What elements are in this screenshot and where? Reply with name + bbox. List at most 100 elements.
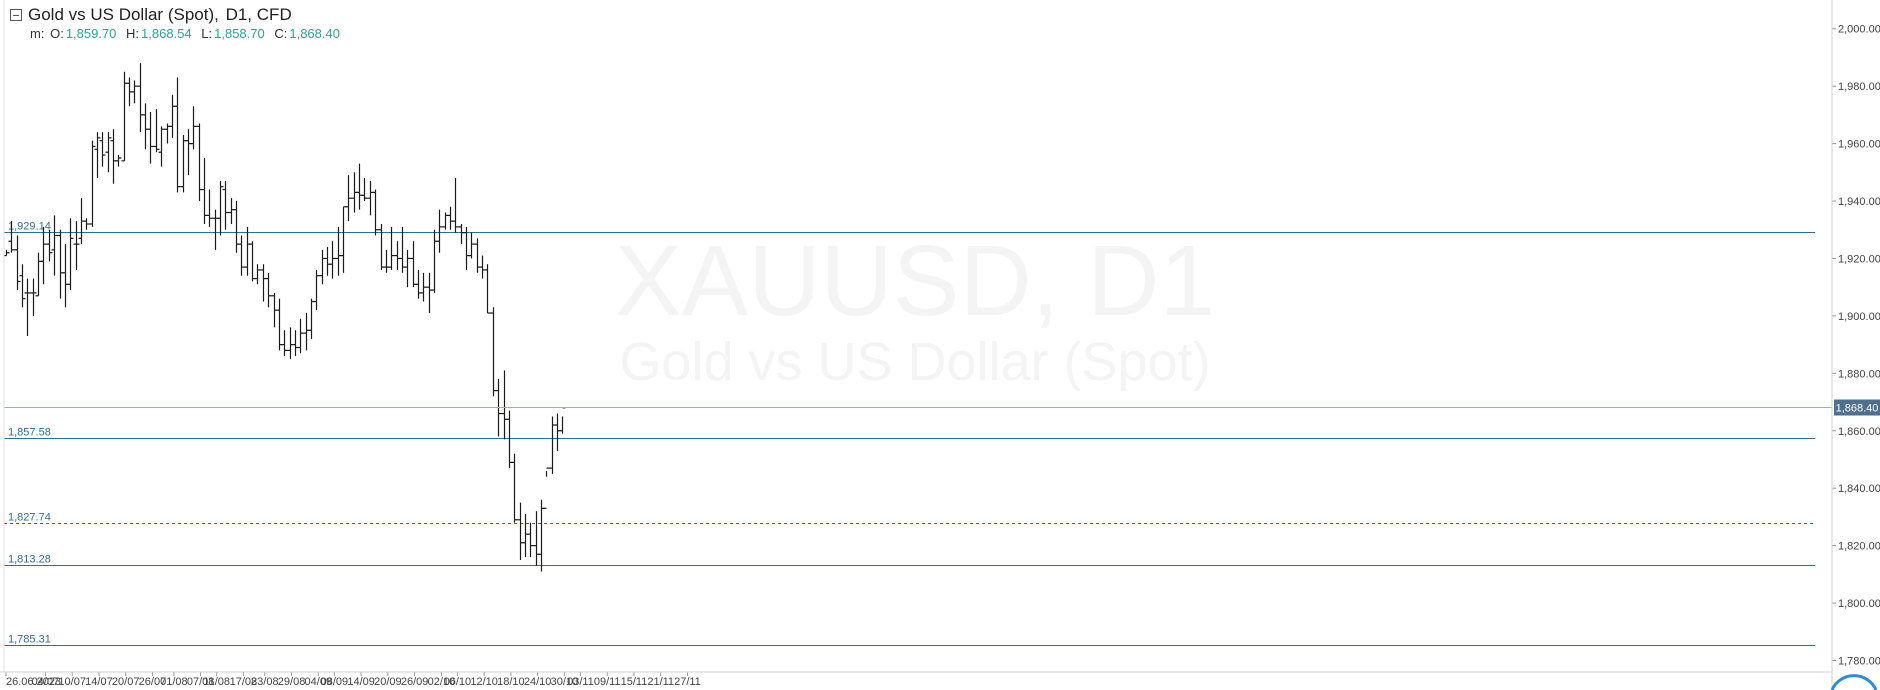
ohlc-bar [153,109,160,153]
x-tick-label: 27/11 [674,676,701,688]
ohlc-bar [527,522,534,558]
y-tick-label: 2,000.00 [1838,24,1880,36]
ohlc-bar [313,269,320,311]
ohlc-bar [51,215,58,276]
y-tick-label: 1,840.00 [1838,483,1880,495]
ohlc-bar [468,232,475,259]
x-tick-label: 26.06.2023 [6,676,61,688]
high-label: H: [126,26,140,41]
level-label: 1,929.14 [8,221,51,233]
ohlc-bar [99,132,106,167]
ohlc-bar [46,229,53,262]
current-price-marker: 1,868.40 [4,399,1880,416]
watermark-name: Gold vs US Dollar (Spot) [619,332,1210,392]
ohlc-bar [452,178,459,233]
loading-arc-icon [1830,674,1878,690]
horizontal-levels: 1,929.14 1,857.58 1,827.74 1,813.28 1,785.31 [4,221,1815,646]
symbol-watermark: XAUUSD, D1 Gold vs US Dollar (Spot) [615,225,1215,392]
ohlc-bar [388,226,395,270]
ohlc-bar [238,235,245,276]
ohlc-bar [345,175,352,222]
x-tick-label: 26/07 [139,676,167,688]
ohlc-bar [222,180,229,230]
close-value: 1,868.40 [289,26,340,41]
plot-background [0,0,1832,672]
y-tick-label: 1,900.00 [1838,311,1880,323]
y-tick-label: 1,940.00 [1838,196,1880,208]
timeframe-label: D1, [225,5,253,24]
x-tick-label: 03/11 [567,676,594,688]
y-tick-label: 1,860.00 [1838,426,1880,438]
ohlc-bar [543,467,550,509]
ohlc-bar [484,264,491,314]
x-tick-label: 01/08 [160,676,188,688]
open-label: O: [50,26,64,41]
collapse-icon[interactable] [10,9,22,21]
x-tick-label: 02/10 [428,676,456,688]
x-tick-label: 17/08 [230,676,258,688]
chart-header: Gold vs US Dollar (Spot), D1, CFD m: O: 1… [10,5,346,41]
open-value: 1,859.70 [65,26,117,41]
level-label: 1,785.31 [8,634,51,646]
ohlc-bar [105,132,112,173]
x-tick-label: 24/10 [524,676,552,688]
ohlc-bar [147,112,154,164]
ohlc-bar [420,272,427,302]
close-label: C: [274,26,288,41]
ohlc-bar [265,272,272,308]
y-tick-label: 1,800.00 [1838,598,1880,610]
level-label: 1,857.58 [8,427,51,439]
ohlc-bar [174,77,181,193]
instrument-type: CFD [256,5,292,24]
x-tick-label: 12/10 [470,676,498,688]
ohlc-bar [40,226,47,285]
x-tick-label: 29/08 [278,676,306,688]
x-tick-label: 18/10 [497,676,525,688]
ohlc-bars [3,63,566,572]
ohlc-bar [115,155,122,167]
ohlc-bar [436,209,443,253]
ohlc-bar [281,330,288,357]
low-label: L: [201,26,213,41]
ohlc-bar [67,218,74,291]
symbol-name: Gold vs US Dollar (Spot), [28,5,219,24]
x-tick-label: 04/09 [305,676,333,688]
ohlc-bar [73,221,80,270]
ohlc-bar [14,235,21,291]
low-value: 1,858.70 [214,26,265,41]
x-tick-label: 30/10 [551,676,579,688]
current-price-tag [1834,399,1880,416]
ohlc-bar [372,189,379,236]
ohlc-bar [511,453,518,523]
x-tick-label: 14/07 [85,676,113,688]
ohlc-bar [361,178,368,202]
y-tick-label: 1,980.00 [1838,81,1880,93]
ohlc-bar [206,189,213,227]
x-tick-label: 14/09 [347,676,375,688]
ohlc-bar [19,264,26,308]
x-tick-label: 15/11 [621,676,648,688]
y-tick-label: 1,960.00 [1838,139,1880,151]
x-tick-label: 08/09 [321,676,349,688]
ohlc-bar [190,106,197,150]
chart-title: Gold vs US Dollar (Spot), D1, CFD [28,5,292,25]
ohlc-bar [297,318,304,354]
x-tick-label: 04/07 [32,676,60,688]
x-tick-label: 26/09 [401,676,429,688]
price-axis[interactable]: 1,780.00 1,800.00 1,820.00 1,840.00 1,860.00… [1832,24,1880,668]
y-tick-label: 1,880.00 [1838,368,1880,380]
current-price-label: 1,868.40 [1836,403,1879,415]
ohlc-bar [89,140,96,227]
level-label: 1,813.28 [8,554,51,566]
y-tick-label: 1,820.00 [1838,541,1880,553]
ohlc-bar [158,126,165,167]
x-tick-label: 10/07 [58,676,86,688]
ohlc-readout: m: O: 1,859.70 H: 1,868.54 L: 1,858.70 C: 1,… [30,26,346,41]
ohlc-bar [83,218,90,230]
x-tick-label: 06/10 [444,676,472,688]
watermark-symbol: XAUUSD, D1 [615,225,1215,337]
x-tick-label: 21/11 [647,676,674,688]
x-tick-label: 20/07 [112,676,140,688]
